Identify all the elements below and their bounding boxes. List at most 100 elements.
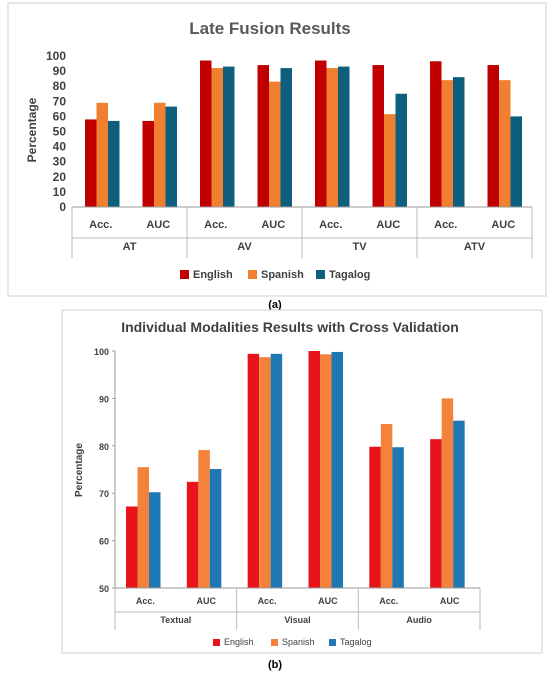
bar-english [487, 65, 499, 207]
bar-spanish [384, 114, 396, 207]
bar-tagalog [453, 420, 465, 588]
bar-spanish [154, 102, 166, 207]
bar-english [186, 481, 199, 588]
bar-tagalog [392, 447, 404, 588]
legend-swatch-english [213, 639, 220, 646]
chart-b-legend: English Spanish Tagalog [213, 637, 372, 647]
bar-spanish [96, 102, 108, 207]
bar-english [85, 119, 97, 207]
y-tick-label: 100 [94, 347, 109, 357]
y-tick-label: 90 [53, 64, 67, 78]
chart-b-bars [126, 351, 465, 588]
legend-swatch-spanish [248, 270, 257, 279]
y-tick-label: 100 [46, 49, 66, 63]
x-group-label: AT [123, 241, 137, 253]
y-tick-label: 90 [99, 394, 109, 404]
bar-spanish [198, 450, 210, 588]
y-tick-label: 60 [53, 109, 67, 123]
x-group-label: Visual [284, 615, 310, 625]
bar-spanish [441, 398, 454, 588]
bar-spanish [441, 80, 453, 207]
legend-label-tagalog: Tagalog [340, 637, 372, 647]
legend-swatch-tagalog [329, 639, 336, 646]
chart-a-bars [85, 60, 522, 207]
chart-b-title: Individual Modalities Results with Cross… [121, 319, 459, 335]
y-tick-label: 70 [53, 94, 67, 108]
legend-label-spanish: Spanish [261, 269, 304, 281]
y-tick-label: 0 [59, 200, 66, 214]
x-tick-label: Acc. [89, 219, 112, 231]
legend-swatch-spanish [271, 639, 278, 646]
chart-a-title: Late Fusion Results [189, 19, 351, 38]
bar-english [372, 65, 384, 207]
legend-label-english: English [224, 637, 254, 647]
bar-spanish [137, 467, 149, 588]
chart-a-legend: English Spanish Tagalog [180, 269, 370, 281]
legend-label-english: English [193, 269, 233, 281]
bar-tagalog [338, 66, 350, 207]
x-tick-label: Acc. [379, 596, 398, 606]
bar-spanish [269, 81, 281, 207]
x-tick-label: Acc. [204, 219, 227, 231]
y-tick-label: 80 [99, 442, 109, 452]
chart-b-y-axis: 50 60 70 80 90 100 [94, 347, 116, 594]
caption-b: (b) [268, 659, 282, 671]
x-tick-label: AUC [376, 219, 400, 231]
bar-english [247, 353, 260, 588]
y-tick-label: 70 [99, 489, 109, 499]
x-group-label: Textual [160, 615, 191, 625]
bar-spanish [499, 80, 511, 207]
legend-label-tagalog: Tagalog [329, 269, 370, 281]
chart-a-x-axis: Acc. AUC Acc. AUC Acc. AUC Acc. AUC AT AV TV ATV [71, 206, 533, 258]
bar-english [430, 439, 442, 588]
legend-swatch-english [180, 270, 189, 279]
bar-english [257, 65, 269, 207]
caption-a: (a) [268, 299, 282, 311]
bar-tagalog [209, 469, 222, 588]
x-tick-label: Acc. [434, 219, 457, 231]
bar-tagalog [453, 77, 465, 207]
x-group-label: Audio [406, 615, 432, 625]
x-tick-label: AUC [197, 596, 217, 606]
x-group-label: AV [237, 241, 252, 253]
bar-tagalog [165, 106, 177, 207]
bar-english [126, 506, 138, 588]
y-tick-label: 10 [53, 185, 67, 199]
bar-tagalog [510, 116, 522, 207]
x-tick-label: Acc. [319, 219, 342, 231]
bar-spanish [320, 354, 332, 588]
bar-spanish [211, 68, 223, 207]
bar-tagalog [280, 68, 292, 207]
y-tick-label: 30 [53, 155, 67, 169]
x-tick-label: Acc. [136, 596, 155, 606]
x-tick-label: AUC [146, 219, 170, 231]
chart-a-ylabel: Percentage [25, 97, 39, 162]
y-tick-label: 80 [53, 79, 67, 93]
legend-swatch-tagalog [316, 270, 325, 279]
bar-english [142, 120, 154, 207]
bar-tagalog [108, 120, 120, 207]
bar-tagalog [149, 492, 161, 588]
y-tick-label: 40 [53, 140, 67, 154]
y-tick-label: 50 [99, 584, 109, 594]
bar-tagalog [331, 351, 343, 588]
bar-english [430, 61, 442, 207]
bar-english [369, 446, 381, 588]
chart-b-ylabel: Percentage [74, 443, 85, 497]
bar-spanish [326, 68, 338, 207]
panel-b-frame [61, 309, 543, 654]
x-tick-label: AUC [491, 219, 515, 231]
y-tick-label: 20 [53, 170, 67, 184]
bar-tagalog [270, 353, 283, 588]
legend-label-spanish: Spanish [282, 637, 315, 647]
y-tick-label: 60 [99, 537, 109, 547]
x-tick-label: AUC [318, 596, 338, 606]
x-tick-label: Acc. [258, 596, 277, 606]
x-tick-label: AUC [440, 596, 460, 606]
bar-tagalog [223, 66, 235, 207]
x-tick-label: AUC [261, 219, 285, 231]
bar-english [315, 60, 327, 207]
bar-english [308, 351, 320, 588]
